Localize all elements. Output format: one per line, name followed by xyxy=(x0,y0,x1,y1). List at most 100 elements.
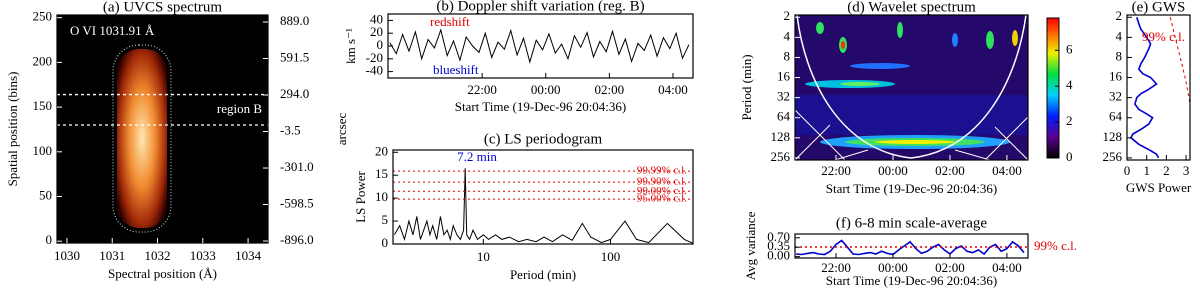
y-tick-label: 250 xyxy=(33,9,53,24)
data-line xyxy=(389,28,690,64)
y-tick-label: 0 xyxy=(46,232,53,247)
y2-tick-label: -896.0 xyxy=(280,232,314,247)
x-tick-label: 04:00 xyxy=(992,163,1022,178)
x-tick-label: 1 xyxy=(1143,163,1150,178)
y-axis-label: Spatial position (bins) xyxy=(5,72,20,187)
wavelet-blob xyxy=(952,33,958,47)
y-axis-label: km s⁻¹ xyxy=(343,28,358,64)
wavelet-blob xyxy=(875,140,955,144)
y-tick-label: -20 xyxy=(366,50,383,65)
chart-title: (c) LS periodogram xyxy=(484,131,603,147)
y-tick-label: 128 xyxy=(1103,129,1123,144)
x-tick-label: 04:00 xyxy=(992,260,1022,275)
wavelet-blob xyxy=(816,22,824,34)
chart-title: (f) 6-8 min scale-average xyxy=(836,215,988,231)
y-axis-label: Avg variance xyxy=(743,211,758,280)
x-axis-label: Start Time (19-Dec-96 20:04:36) xyxy=(826,181,998,196)
y-tick-label: 4 xyxy=(1116,28,1123,43)
x-tick-label: 1030 xyxy=(54,248,80,263)
contour xyxy=(112,44,172,233)
x-tick-label: 0 xyxy=(1124,163,1131,178)
y2-tick-label: 294.0 xyxy=(280,86,309,101)
y-tick-label: 200 xyxy=(33,53,53,68)
spectral-line-image xyxy=(117,49,167,228)
y-tick-label: 64 xyxy=(1109,109,1123,124)
x-tick-label: 3 xyxy=(1183,163,1190,178)
y-tick-label: 100 xyxy=(33,143,53,158)
x-tick-label: 22:00 xyxy=(821,260,851,275)
colorbar xyxy=(1046,17,1060,159)
x-tick-label: 1031 xyxy=(99,248,125,263)
confidence-label: 99% c.l. xyxy=(1034,238,1077,253)
y-tick-label: 256 xyxy=(771,149,791,164)
colorbar-tick-label: 2 xyxy=(1066,113,1073,128)
y-tick-label: 32 xyxy=(1109,89,1122,104)
plot-frame xyxy=(392,149,694,245)
x-tick-label: 10 xyxy=(477,249,490,264)
x-tick-label: 2 xyxy=(1163,163,1170,178)
confidence-label: 99.90% c.l. xyxy=(637,176,687,188)
y-tick-label: 16 xyxy=(1109,69,1123,84)
coi-hatch xyxy=(795,109,1028,160)
y-tick-label: 0 xyxy=(382,235,389,250)
y-tick-label: 8 xyxy=(1116,48,1123,63)
confidence-label: 99.99% c.l. xyxy=(637,165,687,177)
peak-label: 7.2 min xyxy=(457,149,497,164)
colorbar-tick-label: 4 xyxy=(1066,77,1073,92)
chart-title: (a) UVCS spectrum xyxy=(103,0,222,15)
annotation: blueshift xyxy=(433,62,479,77)
y-tick-label: -40 xyxy=(366,63,383,78)
chart-title: (d) Wavelet spectrum xyxy=(847,0,976,15)
x-tick-label: 1033 xyxy=(190,248,216,263)
y2-tick-label: 591.5 xyxy=(280,49,309,64)
chart-title: (b) Doppler shift variation (reg. B) xyxy=(436,0,644,14)
y-tick-label: 64 xyxy=(777,109,791,124)
y-tick-label: 0.70 xyxy=(767,229,790,244)
data-line xyxy=(1129,17,1160,159)
y-tick-label: 16 xyxy=(777,69,791,84)
cone-of-influence xyxy=(796,15,1027,159)
x-tick-label: 100 xyxy=(601,249,621,264)
x-tick-label: 00:00 xyxy=(531,82,561,97)
wavelet-blob xyxy=(1012,30,1018,46)
x-axis-label: GWS Power xyxy=(1126,180,1192,195)
y-tick-label: 0.35 xyxy=(767,238,790,253)
wavelet-blob xyxy=(841,41,845,49)
x-tick-label: 04:00 xyxy=(658,82,688,97)
x-axis-label: Period (min) xyxy=(510,267,576,282)
y-tick-label: 150 xyxy=(33,98,53,113)
y-tick-label: 0 xyxy=(377,37,384,52)
plot-frame xyxy=(56,14,269,244)
y-tick-label: 10 xyxy=(375,189,388,204)
line-label: O VI 1031.91 Å xyxy=(70,23,155,38)
x-axis-label: Start Time (19-Dec-96 20:04:36) xyxy=(826,273,998,288)
y-tick-label: 8 xyxy=(784,48,791,63)
plot-frame xyxy=(1126,14,1191,161)
y-axis-label: LS Power xyxy=(353,171,368,223)
x-tick-label: 1032 xyxy=(145,248,171,263)
colorbar-tick-label: 6 xyxy=(1066,41,1073,56)
plot-frame xyxy=(794,14,1029,161)
region-label: region B xyxy=(217,101,262,116)
wavelet-image xyxy=(795,15,1028,160)
wavelet-blob xyxy=(850,63,910,69)
data-line xyxy=(393,168,693,244)
chart-title: (e) GWS xyxy=(1132,0,1186,15)
x-tick-label: 02:00 xyxy=(595,82,625,97)
y-tick-label: 20 xyxy=(370,24,383,39)
y-tick-label: 256 xyxy=(1103,149,1123,164)
annotation: redshift xyxy=(430,14,470,29)
plot-frame xyxy=(794,233,1029,259)
x-tick-label: 00:00 xyxy=(878,260,908,275)
y-tick-label: 128 xyxy=(771,129,791,144)
x-tick-label: 1034 xyxy=(235,248,262,263)
x-tick-label: 00:00 xyxy=(878,163,908,178)
data-line xyxy=(796,239,1025,256)
x-axis-label: Start Time (19-Dec-96 20:04:36) xyxy=(455,99,627,114)
y-tick-label: 2 xyxy=(1116,8,1123,23)
x-tick-label: 02:00 xyxy=(935,163,965,178)
y-tick-label: 40 xyxy=(370,11,383,26)
y-tick-label: 2 xyxy=(784,8,791,23)
y-tick-label: 15 xyxy=(375,166,388,181)
